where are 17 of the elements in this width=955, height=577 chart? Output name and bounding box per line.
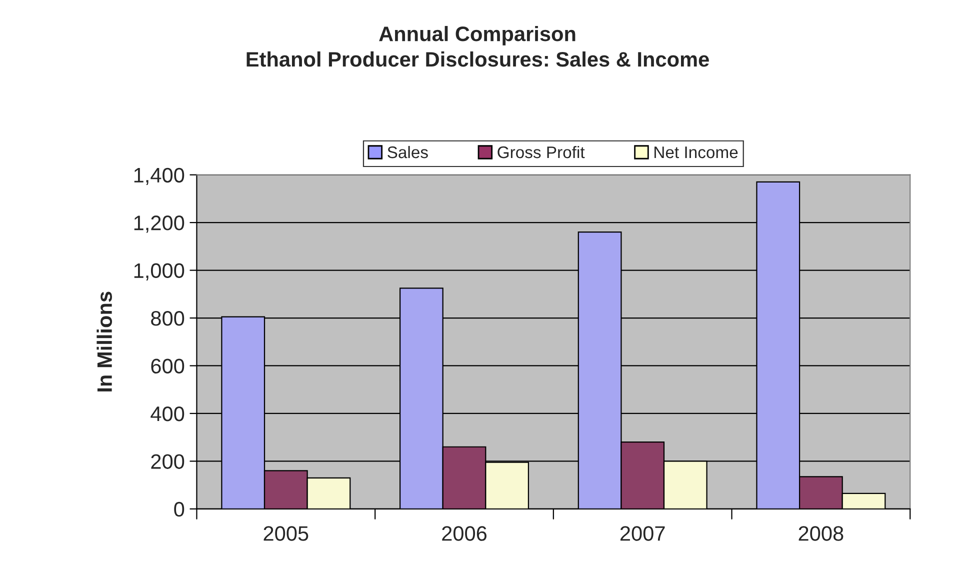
y-tick-label: 1,000 [134,263,184,280]
x-tick-label: 2008 [798,526,844,541]
y-axis-title: In Millions [96,292,112,392]
y-tick-label: 1,200 [134,216,184,233]
x-tick-label: 2007 [620,526,665,541]
chart-title: Annual Comparison Ethanol Producer Disclosures: Sales & Income [246,26,709,67]
y-tick-label: 600 [151,358,184,374]
y-tick-label: 200 [151,454,184,469]
y-tick-label: 1,400 [134,168,184,186]
x-tick-label: 2006 [442,526,487,541]
legend-label: Net Income [654,146,738,158]
legend-label: Sales [388,146,428,158]
y-tick-label: 400 [150,406,184,422]
y-tick-label: 800 [151,311,184,326]
y-tick-label: 0 [174,502,184,517]
legend-label: Gross Profit [498,146,585,158]
x-tick-label: 2005 [264,526,308,541]
